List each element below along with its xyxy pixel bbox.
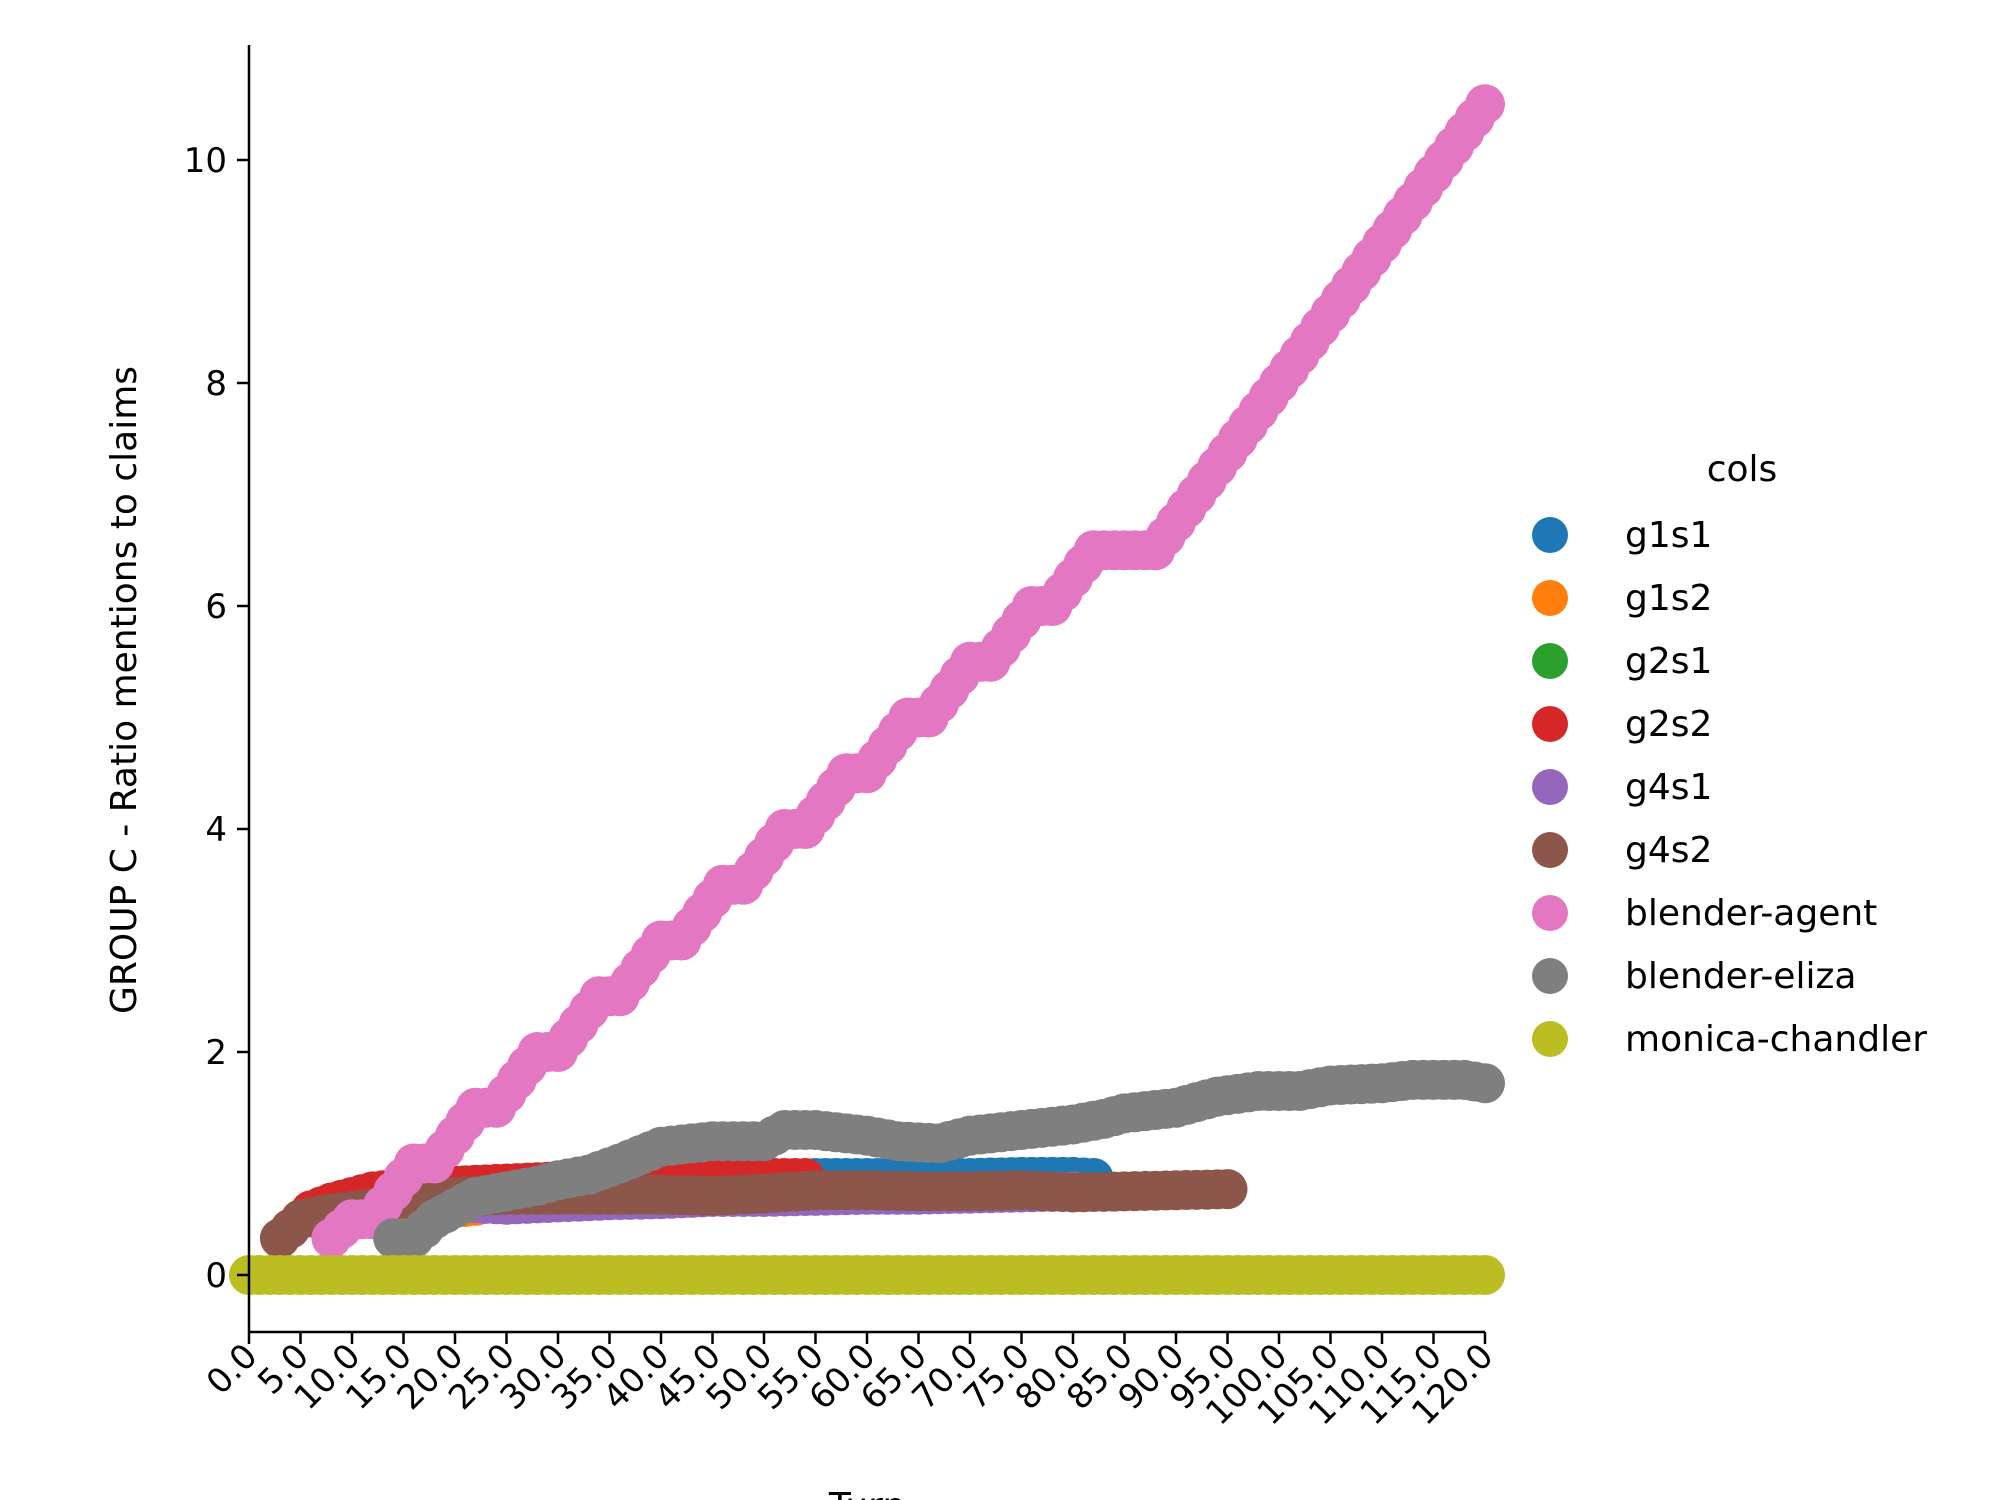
data-point <box>1207 1169 1248 1210</box>
legend-label-g1s1: g1s1 <box>1625 515 1712 556</box>
y-tick-label: 10 <box>184 141 227 181</box>
legend-label-g4s2: g4s2 <box>1625 830 1712 871</box>
legend-marker-g2s2 <box>1532 706 1568 742</box>
y-tick-label: 0 <box>205 1256 227 1296</box>
legend-label-blender-eliza: blender-eliza <box>1625 956 1856 997</box>
legend-marker-blender-agent <box>1532 895 1568 931</box>
legend-label-g2s1: g2s1 <box>1625 641 1712 682</box>
legend-marker-g2s1 <box>1532 643 1568 679</box>
legend-label-g1s2: g1s2 <box>1625 578 1712 619</box>
y-axis-title: GROUP C - Ratio mentions to claims <box>104 366 145 1014</box>
y-tick-label: 4 <box>205 810 227 850</box>
data-point <box>1465 1063 1505 1104</box>
legend-marker-g4s2 <box>1532 832 1568 868</box>
legend-label-monica-chandler: monica-chandler <box>1625 1019 1927 1060</box>
y-tick-label: 8 <box>205 364 227 404</box>
series-blender-eliza <box>373 1059 1505 1259</box>
legend-marker-g1s1 <box>1532 517 1568 553</box>
data-point <box>1465 84 1505 125</box>
series-monica-chandler <box>229 1255 1505 1295</box>
data-point <box>1465 1255 1505 1295</box>
legend: cols g1s1 g1s2 g2s1 g2s2 g4s1 g4s2 blender-age… <box>1532 449 1927 1060</box>
legend-title: cols <box>1707 449 1778 490</box>
y-tick-label: 6 <box>205 587 227 627</box>
y-tick-label: 2 <box>205 1033 227 1073</box>
legend-marker-monica-chandler <box>1532 1021 1568 1057</box>
legend-marker-g4s1 <box>1532 769 1568 805</box>
x-axis-title: Turn <box>828 1486 905 1500</box>
series-blender-agent <box>311 84 1505 1259</box>
legend-label-g4s1: g4s1 <box>1625 767 1712 808</box>
legend-marker-blender-eliza <box>1532 958 1568 994</box>
plot-area <box>229 84 1505 1295</box>
legend-label-blender-agent: blender-agent <box>1625 893 1877 934</box>
legend-label-g2s2: g2s2 <box>1625 704 1712 745</box>
legend-marker-g1s2 <box>1532 580 1568 616</box>
